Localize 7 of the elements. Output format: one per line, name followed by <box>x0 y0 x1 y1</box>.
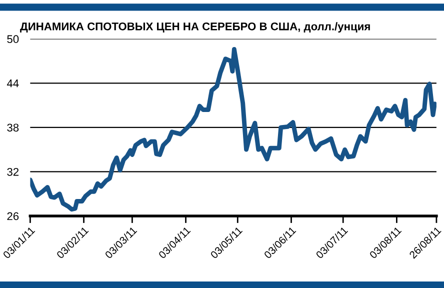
y-tick-label: 26 <box>7 212 19 220</box>
y-tick-label: 44 <box>6 80 19 88</box>
y-tick-label: 50 <box>7 35 19 44</box>
line-series <box>30 46 436 212</box>
y-tick-label: 32 <box>7 168 19 176</box>
y-tick-label: 38 <box>7 124 19 132</box>
chart-title: ДИНАМИКА СПОТОВЫХ ЦЕН НА СЕРЕБРО В США, долл./унция <box>20 22 370 33</box>
